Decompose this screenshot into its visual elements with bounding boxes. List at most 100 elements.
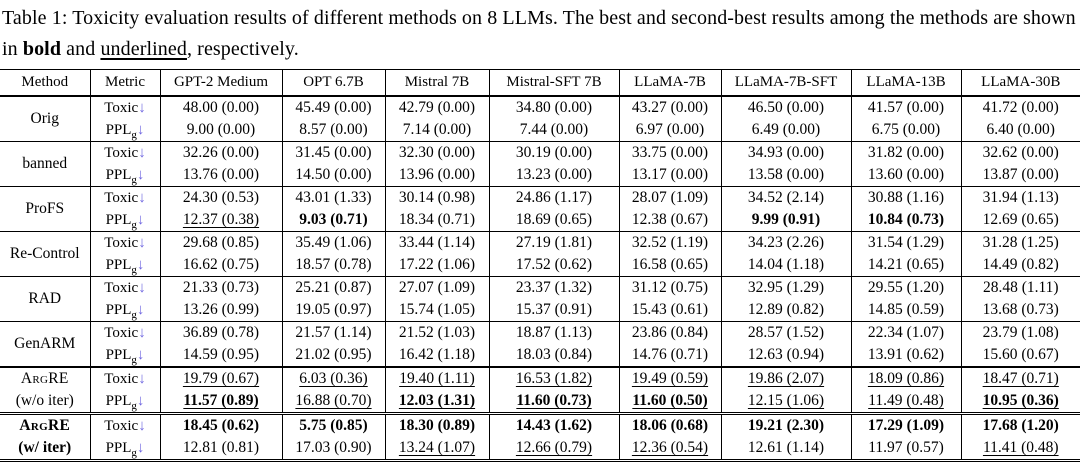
value-cell: 14.50 (0.00) (281, 164, 385, 187)
column-header: LLaMA-13B (850, 69, 961, 97)
value-cell: 6.97 (0.00) (618, 119, 721, 142)
value-cell: 9.03 (0.71) (281, 209, 385, 232)
value-cell: 32.95 (1.29) (720, 276, 851, 299)
value-cell: 18.34 (0.71) (384, 209, 489, 232)
value-cell: 23.37 (1.32) (488, 276, 619, 299)
value-cell: 12.63 (0.94) (720, 344, 851, 367)
value-cell: 34.52 (2.14) (720, 186, 851, 209)
value-cell: 48.00 (0.00) (159, 96, 282, 119)
value-cell: 9.99 (0.91) (720, 209, 851, 232)
method-row-argre: ArgRE (w/ iter) Toxic↓ 18.45 (0.62) 5.75 (0.… (0, 412, 1080, 461)
method-row-banned: banned Toxic↓ 32.26 (0.00) 31.45 (0.00) 32.3… (0, 141, 1080, 187)
value-cell: 18.47 (0.71) (960, 366, 1080, 390)
value-cell: 21.52 (1.03) (384, 321, 489, 344)
down-arrow-icon: ↓ (138, 280, 146, 296)
metric-label-toxic: Toxic↓ (89, 186, 160, 209)
value-cell: 29.68 (0.85) (159, 231, 282, 254)
value-cell: 43.01 (1.33) (281, 186, 385, 209)
column-header: Metric (89, 69, 160, 97)
value-cell: 12.38 (0.67) (618, 209, 721, 232)
value-cell: 21.57 (1.14) (281, 321, 385, 344)
method-label: Orig (30, 110, 59, 127)
down-arrow-icon: ↓ (136, 302, 145, 318)
method-row-profs: ProFS Toxic↓ 24.30 (0.53) 43.01 (1.33) 30.14… (0, 186, 1080, 232)
value-cell: 36.89 (0.78) (159, 321, 282, 344)
value-cell: 10.95 (0.36) (960, 390, 1080, 414)
method-row-re-control: Re-Control Toxic↓ 29.68 (0.85) 35.49 (1.06)… (0, 231, 1080, 277)
value-cell: 16.88 (0.70) (281, 390, 385, 414)
value-cell: 6.03 (0.36) (281, 366, 385, 390)
method-label: Re-Control (0, 231, 90, 277)
value-cell: 11.49 (0.48) (850, 390, 961, 414)
value-cell: 28.57 (1.52) (720, 321, 851, 344)
value-cell: 34.23 (2.26) (720, 231, 851, 254)
column-header: Method (0, 69, 90, 97)
value-cell: 43.27 (0.00) (618, 96, 721, 119)
down-arrow-icon: ↓ (138, 418, 146, 434)
method-label: RAD (0, 276, 90, 322)
metric-label-toxic: Toxic↓ (89, 96, 160, 119)
value-cell: 16.42 (1.18) (384, 344, 489, 367)
value-cell: 29.55 (1.20) (850, 276, 961, 299)
down-arrow-icon: ↓ (138, 325, 146, 341)
metric-label-ppl: PPLg↓ (89, 209, 160, 232)
value-cell: 34.80 (0.00) (488, 96, 619, 119)
value-cell: 11.41 (0.48) (960, 437, 1080, 461)
value-cell: 17.22 (1.06) (384, 254, 489, 277)
value-cell: 15.60 (0.67) (960, 344, 1080, 367)
value-cell: 23.79 (1.08) (960, 321, 1080, 344)
value-cell: 14.43 (1.62) (488, 412, 619, 437)
value-cell: 22.34 (1.07) (850, 321, 961, 344)
value-cell: 6.75 (0.00) (850, 119, 961, 142)
value-cell: 34.93 (0.00) (720, 141, 851, 164)
value-cell: 32.52 (1.19) (618, 231, 721, 254)
value-cell: 18.45 (0.62) (159, 412, 282, 437)
value-cell: 10.84 (0.73) (850, 209, 961, 232)
value-cell: 19.86 (2.07) (720, 366, 851, 390)
metric-row-ppl: PPLg↓ 14.59 (0.95) 21.02 (0.95) 16.42 (1.18… (0, 344, 1080, 367)
value-cell: 12.69 (0.65) (960, 209, 1080, 232)
method-label: ArgRE (w/o iter) (0, 366, 90, 414)
metric-row-ppl: PPLg↓ 16.62 (0.75) 18.57 (0.78) 17.22 (1.06… (0, 254, 1080, 277)
value-cell: 16.58 (0.65) (618, 254, 721, 277)
metric-row-ppl: PPLg↓ 13.76 (0.00) 14.50 (0.00) 13.96 (0.00… (0, 164, 1080, 187)
value-cell: 31.45 (0.00) (281, 141, 385, 164)
down-arrow-icon: ↓ (138, 235, 146, 251)
metric-label-toxic: Toxic↓ (89, 321, 160, 344)
value-cell: 12.03 (1.31) (384, 390, 489, 414)
value-cell: 8.57 (0.00) (281, 119, 385, 142)
value-cell: 18.09 (0.86) (850, 366, 961, 390)
value-cell: 12.66 (0.79) (488, 437, 619, 461)
value-cell: 31.54 (1.29) (850, 231, 961, 254)
value-cell: 18.30 (0.89) (384, 412, 489, 437)
value-cell: 7.44 (0.00) (488, 119, 619, 142)
value-cell: 17.29 (1.09) (850, 412, 961, 437)
value-cell: 14.04 (1.18) (720, 254, 851, 277)
metric-label-ppl: PPLg↓ (89, 164, 160, 187)
value-cell: 28.48 (1.11) (960, 276, 1080, 299)
caption-bold-word: bold (22, 38, 62, 60)
metric-label-toxic: Toxic↓ (89, 366, 160, 390)
value-cell: 30.14 (0.98) (384, 186, 489, 209)
value-cell: 13.76 (0.00) (159, 164, 282, 187)
method-label: GenARM (0, 321, 90, 367)
value-cell: 9.00 (0.00) (159, 119, 282, 142)
value-cell: 41.57 (0.00) (850, 96, 961, 119)
value-cell: 32.26 (0.00) (159, 141, 282, 164)
value-cell: 17.52 (0.62) (488, 254, 619, 277)
value-cell: 13.58 (0.00) (720, 164, 851, 187)
value-cell: 31.12 (0.75) (618, 276, 721, 299)
value-cell: 6.40 (0.00) (960, 119, 1080, 142)
value-cell: 12.15 (1.06) (720, 390, 851, 414)
value-cell: 27.19 (1.81) (488, 231, 619, 254)
method-row-genarm: GenARM Toxic↓ 36.89 (0.78) 21.57 (1.14) 21.5… (0, 321, 1080, 367)
value-cell: 27.07 (1.09) (384, 276, 489, 299)
table-caption: Table 1: Toxicity evaluation results of … (0, 0, 1080, 66)
column-header: GPT-2 Medium (159, 69, 282, 97)
value-cell: 16.53 (1.82) (488, 366, 619, 390)
value-cell: 21.02 (0.95) (281, 344, 385, 367)
value-cell: 16.62 (0.75) (159, 254, 282, 277)
method-label: ArgRE (w/ iter) (0, 412, 90, 461)
method-row-rad: RAD Toxic↓ 21.33 (0.73) 25.21 (0.87) 27.07 (… (0, 276, 1080, 322)
value-cell: 15.74 (1.05) (384, 299, 489, 322)
